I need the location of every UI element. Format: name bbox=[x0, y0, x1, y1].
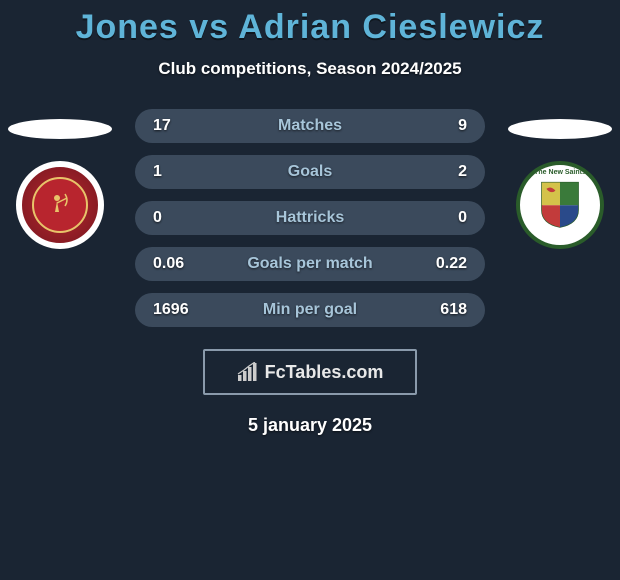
player-left-column bbox=[0, 109, 120, 249]
stat-label: Min per goal bbox=[263, 301, 357, 319]
page-title: Jones vs Adrian Cieslewicz bbox=[0, 8, 620, 47]
stat-right-value: 618 bbox=[407, 301, 467, 319]
stat-right-value: 2 bbox=[407, 163, 467, 181]
player-right-column: The New Saints bbox=[500, 109, 620, 249]
archer-icon bbox=[45, 190, 75, 220]
player-right-silhouette bbox=[508, 119, 612, 139]
stat-right-value: 0 bbox=[407, 209, 467, 227]
stat-right-value: 0.22 bbox=[407, 255, 467, 273]
stat-left-value: 17 bbox=[153, 117, 213, 135]
stat-left-value: 0.06 bbox=[153, 255, 213, 273]
comparison-card: Jones vs Adrian Cieslewicz Club competit… bbox=[0, 0, 620, 436]
bar-chart-icon bbox=[237, 362, 259, 382]
club-badge-left bbox=[16, 161, 104, 249]
stat-row-goals: 1 Goals 2 bbox=[135, 155, 485, 189]
stats-column: 17 Matches 9 1 Goals 2 0 Hattricks 0 0.0… bbox=[120, 109, 500, 327]
stat-label: Matches bbox=[278, 117, 342, 135]
stat-label: Goals bbox=[288, 163, 332, 181]
stat-row-hattricks: 0 Hattricks 0 bbox=[135, 201, 485, 235]
stat-left-value: 1696 bbox=[153, 301, 213, 319]
stat-right-value: 9 bbox=[407, 117, 467, 135]
stat-left-value: 1 bbox=[153, 163, 213, 181]
player-left-silhouette bbox=[8, 119, 112, 139]
date-text: 5 january 2025 bbox=[0, 415, 620, 436]
stat-left-value: 0 bbox=[153, 209, 213, 227]
club-badge-left-inner bbox=[32, 177, 88, 233]
stat-row-min-per-goal: 1696 Min per goal 618 bbox=[135, 293, 485, 327]
stat-row-matches: 17 Matches 9 bbox=[135, 109, 485, 143]
club-badge-right: The New Saints bbox=[516, 161, 604, 249]
main-row: 17 Matches 9 1 Goals 2 0 Hattricks 0 0.0… bbox=[0, 109, 620, 327]
club-badge-right-banner: The New Saints bbox=[534, 169, 586, 176]
brand-text: FcTables.com bbox=[265, 362, 384, 383]
stat-label: Goals per match bbox=[247, 255, 372, 273]
stat-row-goals-per-match: 0.06 Goals per match 0.22 bbox=[135, 247, 485, 281]
shield-icon bbox=[535, 178, 585, 228]
stat-label: Hattricks bbox=[276, 209, 344, 227]
page-subtitle: Club competitions, Season 2024/2025 bbox=[0, 59, 620, 79]
brand-box[interactable]: FcTables.com bbox=[203, 349, 417, 395]
